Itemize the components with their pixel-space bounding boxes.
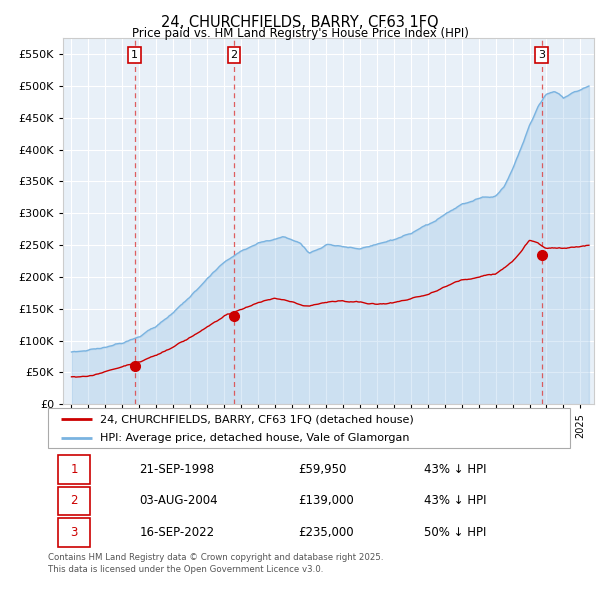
- FancyBboxPatch shape: [48, 408, 570, 448]
- FancyBboxPatch shape: [58, 455, 90, 484]
- Text: 03-AUG-2004: 03-AUG-2004: [139, 494, 218, 507]
- Text: Contains HM Land Registry data © Crown copyright and database right 2025.
This d: Contains HM Land Registry data © Crown c…: [48, 553, 383, 574]
- Text: £235,000: £235,000: [299, 526, 354, 539]
- Text: 24, CHURCHFIELDS, BARRY, CF63 1FQ: 24, CHURCHFIELDS, BARRY, CF63 1FQ: [161, 15, 439, 30]
- Text: 21-SEP-1998: 21-SEP-1998: [139, 463, 214, 476]
- Text: 43% ↓ HPI: 43% ↓ HPI: [424, 494, 487, 507]
- Text: 2: 2: [230, 50, 238, 60]
- Text: 50% ↓ HPI: 50% ↓ HPI: [424, 526, 486, 539]
- Text: Price paid vs. HM Land Registry's House Price Index (HPI): Price paid vs. HM Land Registry's House …: [131, 27, 469, 40]
- Text: £139,000: £139,000: [299, 494, 355, 507]
- Text: 3: 3: [538, 50, 545, 60]
- Text: 3: 3: [70, 526, 78, 539]
- Text: 1: 1: [131, 50, 138, 60]
- Text: 24, CHURCHFIELDS, BARRY, CF63 1FQ (detached house): 24, CHURCHFIELDS, BARRY, CF63 1FQ (detac…: [100, 414, 414, 424]
- Text: HPI: Average price, detached house, Vale of Glamorgan: HPI: Average price, detached house, Vale…: [100, 432, 410, 442]
- FancyBboxPatch shape: [58, 518, 90, 547]
- FancyBboxPatch shape: [58, 487, 90, 515]
- Text: £59,950: £59,950: [299, 463, 347, 476]
- Text: 2: 2: [70, 494, 78, 507]
- Text: 43% ↓ HPI: 43% ↓ HPI: [424, 463, 487, 476]
- Text: 1: 1: [70, 463, 78, 476]
- Text: 16-SEP-2022: 16-SEP-2022: [139, 526, 214, 539]
